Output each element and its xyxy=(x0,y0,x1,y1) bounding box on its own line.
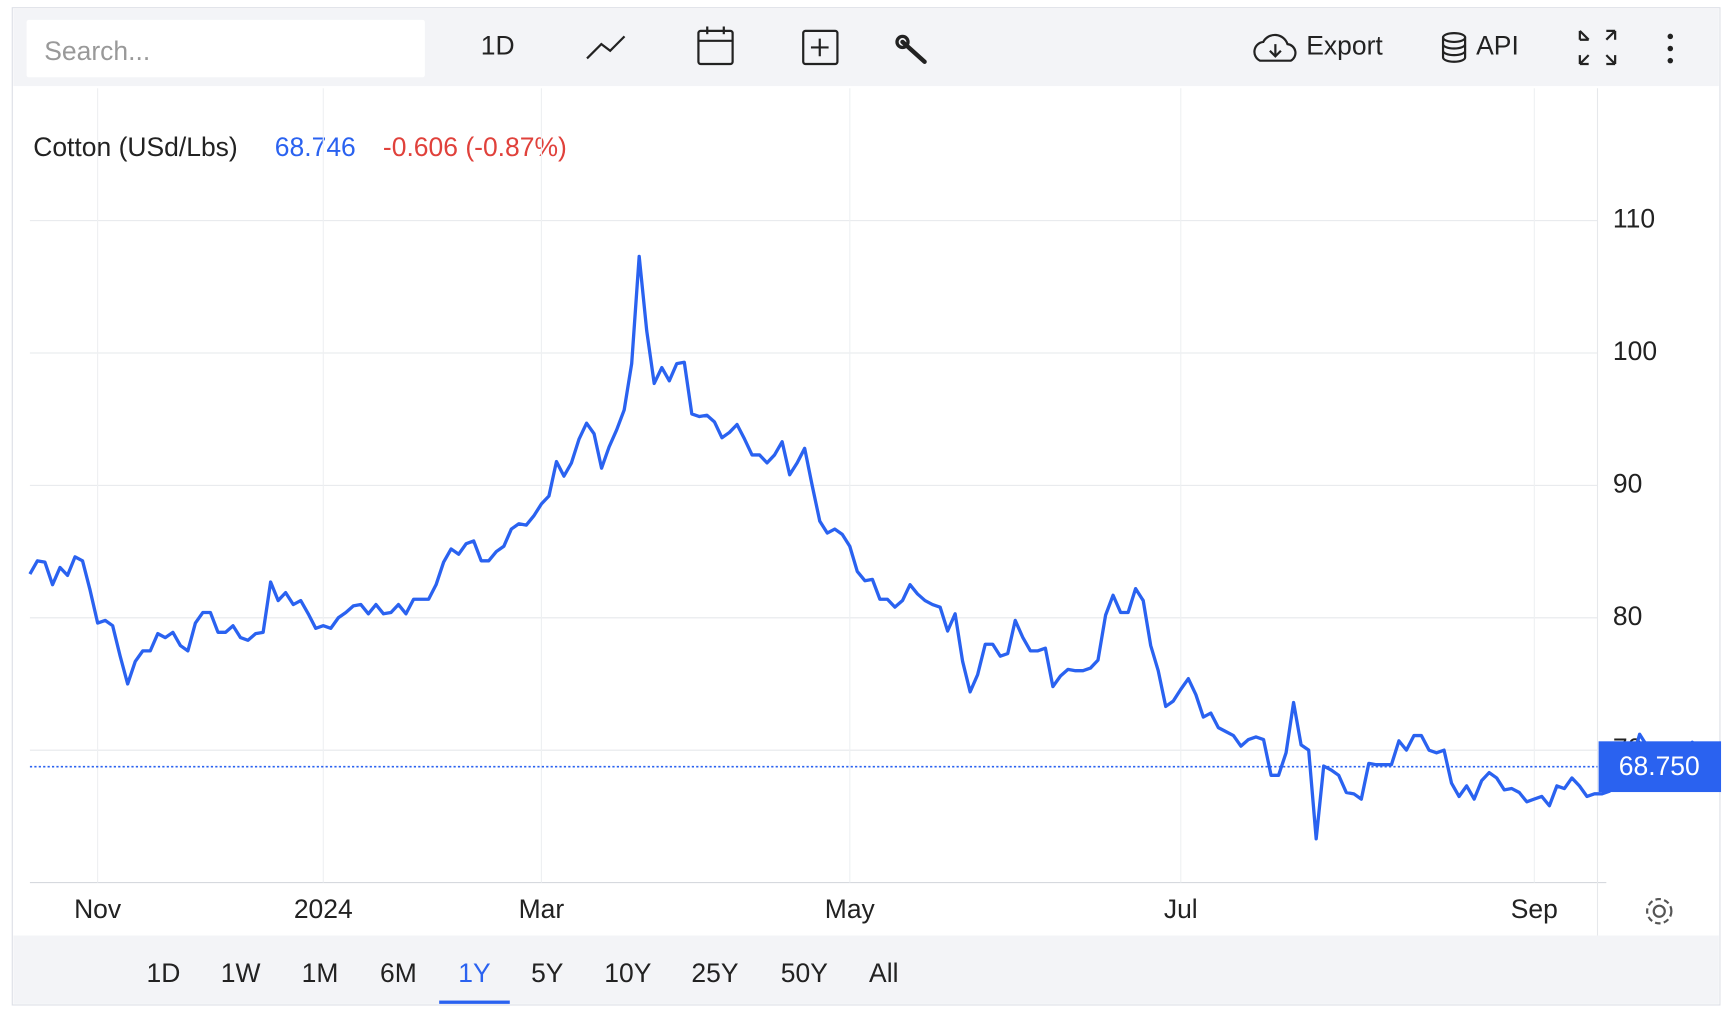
range-bar xyxy=(13,935,1719,1004)
range-button[interactable]: 25Y xyxy=(691,958,738,988)
frame xyxy=(11,7,1721,1006)
instrument-name: Cotton (USd/Lbs) xyxy=(33,132,238,162)
chart-type-icon[interactable] xyxy=(586,35,626,60)
x-tick-label: Mar xyxy=(519,894,565,924)
last-price-box xyxy=(1598,741,1722,793)
api-button[interactable]: API xyxy=(1476,30,1519,60)
search-box[interactable] xyxy=(26,19,425,78)
range-button[interactable]: 50Y xyxy=(781,958,828,988)
range-button[interactable]: 5Y xyxy=(531,958,564,988)
fullscreen-icon[interactable] xyxy=(1578,29,1617,66)
search-placeholder[interactable]: Search... xyxy=(44,36,150,66)
x-tick-label: Sep xyxy=(1511,894,1558,924)
x-tick-label: Nov xyxy=(74,894,122,924)
price-line-series xyxy=(28,254,1716,841)
range-button[interactable]: 1Y xyxy=(458,958,491,988)
export-icon[interactable] xyxy=(1253,33,1297,62)
range-button[interactable]: 1D xyxy=(146,958,180,988)
x-tick-label: 2024 xyxy=(294,894,353,924)
calendar-icon[interactable] xyxy=(697,26,734,66)
range-button[interactable]: All xyxy=(869,958,898,988)
y-tick-label: 80 xyxy=(1613,601,1642,631)
interval-button[interactable]: 1D xyxy=(481,30,515,60)
last-price: 68.746 xyxy=(275,132,356,162)
y-tick-label: 110 xyxy=(1613,204,1655,234)
x-tick-label: May xyxy=(825,894,876,924)
range-button[interactable]: 6M xyxy=(380,958,417,988)
range-active-underline xyxy=(439,1000,510,1004)
settings-wrench-icon[interactable] xyxy=(895,34,927,64)
x-tick-label: Jul xyxy=(1164,894,1198,924)
price-change: -0.606 (-0.87%) xyxy=(383,132,567,162)
more-menu-icon[interactable] xyxy=(1667,33,1674,64)
range-button[interactable]: 1W xyxy=(221,958,261,988)
y-tick-label: 90 xyxy=(1613,468,1642,498)
export-button[interactable]: Export xyxy=(1306,30,1383,60)
last-price-label: 68.750 xyxy=(1619,751,1700,781)
gear-icon[interactable] xyxy=(1646,897,1673,925)
range-button[interactable]: 1M xyxy=(302,958,339,988)
y-tick-label: 100 xyxy=(1613,336,1657,366)
add-indicator-icon[interactable] xyxy=(802,29,839,66)
api-icon[interactable] xyxy=(1441,31,1467,63)
range-button[interactable]: 10Y xyxy=(604,958,651,988)
